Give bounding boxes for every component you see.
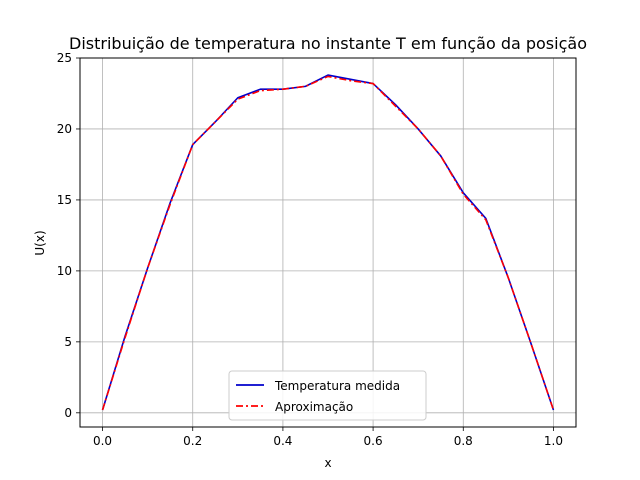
y-axis: 0 5 10 15 20 25 bbox=[57, 51, 80, 420]
legend-label-measured: Temperatura medida bbox=[274, 379, 400, 393]
x-tick-label: 0.0 bbox=[93, 434, 112, 448]
grid bbox=[80, 57, 576, 427]
y-tick-label: 20 bbox=[57, 122, 72, 136]
x-tick-label: 1.0 bbox=[544, 434, 563, 448]
x-tick-label: 0.2 bbox=[183, 434, 202, 448]
x-tick-label: 0.4 bbox=[273, 434, 292, 448]
x-tick-label: 0.8 bbox=[454, 434, 473, 448]
plot-frame bbox=[79, 57, 577, 428]
x-tick-label: 0.6 bbox=[364, 434, 383, 448]
legend: Temperatura medida Aproximação bbox=[228, 370, 427, 421]
chart-title: Distribuição de temperatura no instante … bbox=[69, 34, 587, 53]
legend-label-approximation: Aproximação bbox=[275, 400, 353, 414]
series-line-approximation bbox=[101, 75, 555, 411]
y-tick-label: 15 bbox=[57, 193, 72, 207]
series-line-measured bbox=[101, 74, 555, 411]
x-axis-label: x bbox=[324, 456, 331, 470]
y-tick-label: 10 bbox=[57, 264, 72, 278]
legend-box bbox=[228, 370, 427, 421]
y-tick-label: 5 bbox=[64, 335, 72, 349]
y-axis-label: U(x) bbox=[33, 230, 47, 255]
x-axis: 0.0 0.2 0.4 0.6 0.8 1.0 bbox=[93, 427, 563, 448]
y-tick-label: 0 bbox=[64, 406, 72, 420]
series-lines bbox=[101, 74, 555, 411]
y-tick-label: 25 bbox=[57, 51, 72, 65]
